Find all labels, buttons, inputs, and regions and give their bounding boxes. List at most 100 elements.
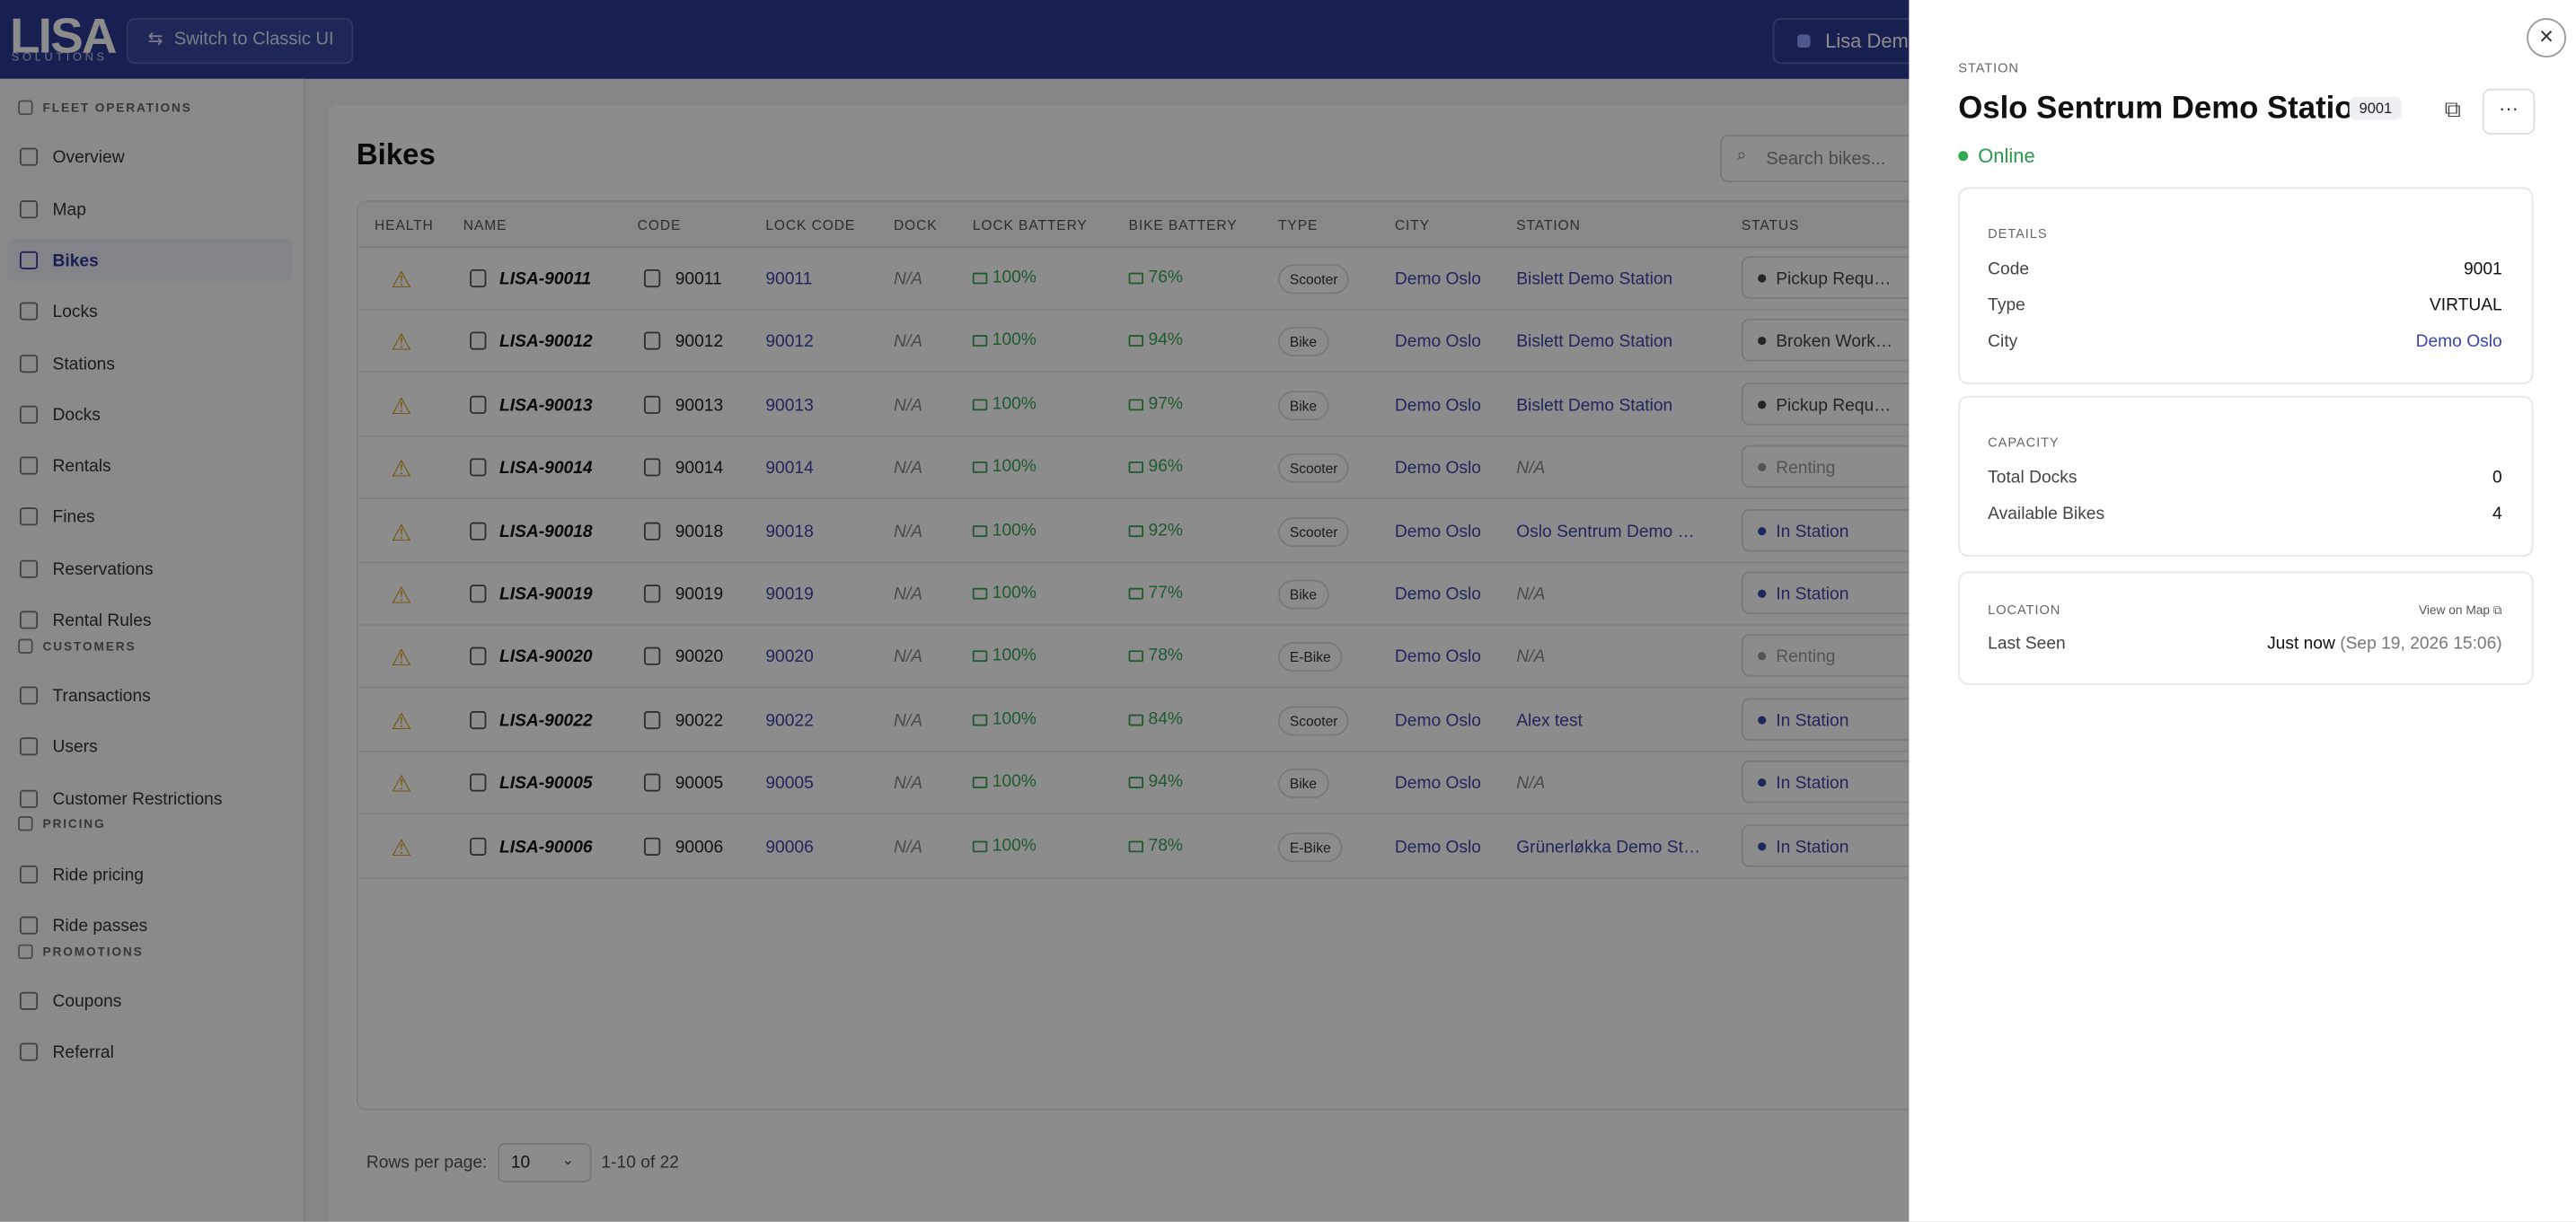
cell[interactable]: Grünerløkka Demo St… <box>1516 837 1701 857</box>
cell[interactable]: Bislett Demo Station <box>1516 395 1673 416</box>
cell[interactable]: 90014 <box>765 458 814 479</box>
column-header: LOCK CODE <box>765 216 856 233</box>
status-value: In Station <box>1776 773 1849 794</box>
battery-icon <box>972 587 988 600</box>
cell[interactable]: 90013 <box>765 395 814 416</box>
cell[interactable]: N/A <box>1516 773 1546 794</box>
bike-code: 90006 <box>675 837 724 857</box>
cell[interactable]: Bislett Demo Station <box>1516 332 1673 353</box>
battery-level: 78% <box>1148 835 1183 856</box>
copy-icon[interactable] <box>470 837 487 856</box>
cell[interactable]: 90012 <box>765 332 814 353</box>
account-menu[interactable]: Lisa Dem <box>1772 18 1973 65</box>
bike-code: 90011 <box>675 268 722 289</box>
battery-icon <box>972 777 988 789</box>
cell[interactable]: 90006 <box>765 837 814 857</box>
cell[interactable]: N/A <box>1516 458 1546 479</box>
cell[interactable]: Oslo Sentrum Demo … <box>1516 521 1695 541</box>
copy-icon[interactable] <box>643 521 661 541</box>
nav-item[interactable]: Customer Restrictions <box>52 789 223 809</box>
nav-item[interactable]: Users <box>52 737 98 758</box>
type-badge: Scooter <box>1278 264 1350 295</box>
nav-item[interactable]: Bikes <box>52 251 99 271</box>
status-value: In Station <box>1776 585 1849 605</box>
copy-icon[interactable] <box>470 332 487 351</box>
status-value: Pickup Requ… <box>1776 395 1892 416</box>
more-menu[interactable]: ··· <box>2482 88 2536 135</box>
copy-icon[interactable] <box>470 773 487 792</box>
cell: N/A <box>894 647 923 668</box>
copy-icon[interactable] <box>643 710 661 729</box>
section-title: PROMOTIONS <box>42 943 144 959</box>
section-icon <box>18 637 33 654</box>
cell: N/A <box>894 521 923 541</box>
rows-per-page-select[interactable]: 10 ⌄ <box>498 1143 592 1182</box>
nav-item[interactable]: Map <box>52 199 86 220</box>
close-button[interactable]: × <box>2527 18 2567 58</box>
copy-icon[interactable] <box>470 268 487 288</box>
copy-icon[interactable] <box>643 268 661 288</box>
bike-code: 90018 <box>675 521 724 541</box>
cell[interactable]: 90005 <box>765 773 814 794</box>
nav-item[interactable]: Overview <box>52 148 125 169</box>
cell[interactable]: N/A <box>1516 585 1546 605</box>
nav-item[interactable]: Locks <box>52 302 98 322</box>
cell[interactable]: 90018 <box>765 521 814 541</box>
row-divider <box>357 560 2576 563</box>
copy-icon[interactable] <box>470 458 487 477</box>
rows-per-page-label: Rows per page: <box>366 1153 488 1173</box>
nav-item[interactable]: Fines <box>52 507 95 528</box>
copy-icon[interactable] <box>643 458 661 477</box>
copy-icon[interactable] <box>470 585 487 603</box>
copy-icon[interactable] <box>643 647 661 666</box>
nav-item[interactable]: Coupons <box>52 991 122 1012</box>
nav-item[interactable]: Transactions <box>52 686 151 707</box>
copy-icon[interactable] <box>470 521 487 541</box>
nav-item[interactable]: Stations <box>52 354 115 374</box>
nav-icon <box>19 354 39 373</box>
copy-icon[interactable] <box>643 585 661 603</box>
station-drawer: × STATION Oslo Sentrum Demo Station 9001… <box>1909 0 2576 1222</box>
copy-icon[interactable] <box>643 395 661 414</box>
cell[interactable]: N/A <box>1516 647 1546 668</box>
bike-name: LISA-90013 <box>499 395 593 416</box>
nav-item[interactable]: Ride passes <box>52 916 148 936</box>
nav-item[interactable]: Docks <box>52 405 101 426</box>
switch-button[interactable]: Switch to Classic UI ⇆ <box>126 18 354 65</box>
cell[interactable]: Bislett Demo Station <box>1516 268 1673 289</box>
logo-sub: SOLUTIONS <box>11 52 108 65</box>
column-header: BIKE BATTERY <box>1128 216 1238 233</box>
view-on-map[interactable]: View on Map ⧉ <box>2418 602 2502 618</box>
copy-icon[interactable] <box>470 647 487 666</box>
cell[interactable]: 90022 <box>765 710 814 731</box>
copy-icon[interactable] <box>643 332 661 351</box>
bike-code: 90019 <box>675 585 724 605</box>
copy-icon[interactable] <box>643 837 661 856</box>
status-value: In Station <box>1776 521 1849 541</box>
nav-icon <box>19 507 39 527</box>
nav-icon <box>19 865 39 884</box>
cell: Demo Oslo <box>1394 837 1481 857</box>
rows-per-page-value: 10 <box>510 1153 531 1173</box>
copy-icon[interactable] <box>470 395 487 414</box>
field-value[interactable]: Demo Oslo <box>2415 331 2502 352</box>
cell[interactable]: Alex test <box>1516 710 1583 731</box>
cell[interactable]: 90020 <box>765 647 814 668</box>
copy-icon[interactable] <box>470 710 487 729</box>
nav-item[interactable]: Rental Rules <box>52 611 152 631</box>
copy-icon[interactable] <box>643 773 661 792</box>
nav-item[interactable]: Ride pricing <box>52 865 144 885</box>
battery-level: 100% <box>992 456 1037 477</box>
open-external[interactable]: ⧉ <box>2444 95 2461 122</box>
nav-item[interactable]: Reservations <box>52 559 154 580</box>
battery-level: 100% <box>992 268 1037 288</box>
cell[interactable]: 90011 <box>765 268 813 289</box>
health-warning: ⚠ <box>391 518 412 545</box>
nav-item[interactable]: Referral <box>52 1042 114 1063</box>
bike-name: LISA-90005 <box>499 773 593 794</box>
nav-icon <box>19 302 39 321</box>
nav-item[interactable]: Rentals <box>52 456 111 477</box>
cell[interactable]: 90019 <box>765 585 814 605</box>
column-header: TYPE <box>1278 216 1319 233</box>
battery-icon <box>1128 587 1144 600</box>
